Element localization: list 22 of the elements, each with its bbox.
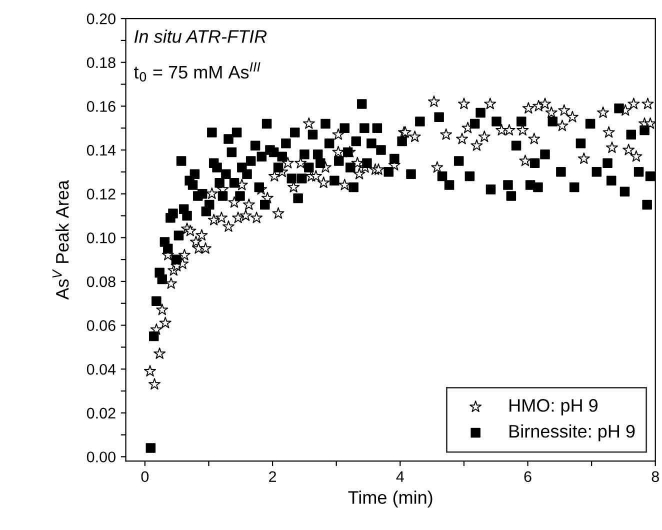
x-tick-label: 8	[652, 471, 659, 482]
y-tick-label: 0.06	[86, 320, 116, 331]
x-tick-label: 4	[396, 471, 404, 482]
y-tick-label: 0.18	[86, 57, 116, 68]
y-tick-label: 0.00	[86, 452, 116, 462]
y-tick-label: 0.14	[86, 144, 116, 156]
y-tick-label: 0.20	[86, 13, 116, 24]
x-tick-label: 0	[141, 471, 149, 482]
y-tick-label: 0.04	[86, 364, 116, 375]
y-tick-label: 0.02	[86, 408, 116, 419]
y-tick-label: 0.10	[86, 232, 116, 244]
y-axis-title: As$^{V}$ Peak Area	[52, 180, 69, 300]
annotation: In situ ATR-FTIR	[134, 30, 267, 43]
x-axis-title: Time (min)	[348, 490, 432, 508]
x-tick-label: 2	[269, 471, 276, 482]
y-tick-label: 0.12	[86, 188, 116, 200]
y-tick-label: 0.16	[86, 101, 116, 112]
legend-label: Birnessite: pH 9	[510, 424, 635, 442]
legend-label: HMO: pH 9	[510, 399, 598, 416]
x-tick-label: 6	[524, 471, 532, 482]
y-tick-label: 0.08	[86, 276, 116, 288]
annotation: t$_{0}$ = 75 mM As$^{III}$	[134, 62, 260, 82]
